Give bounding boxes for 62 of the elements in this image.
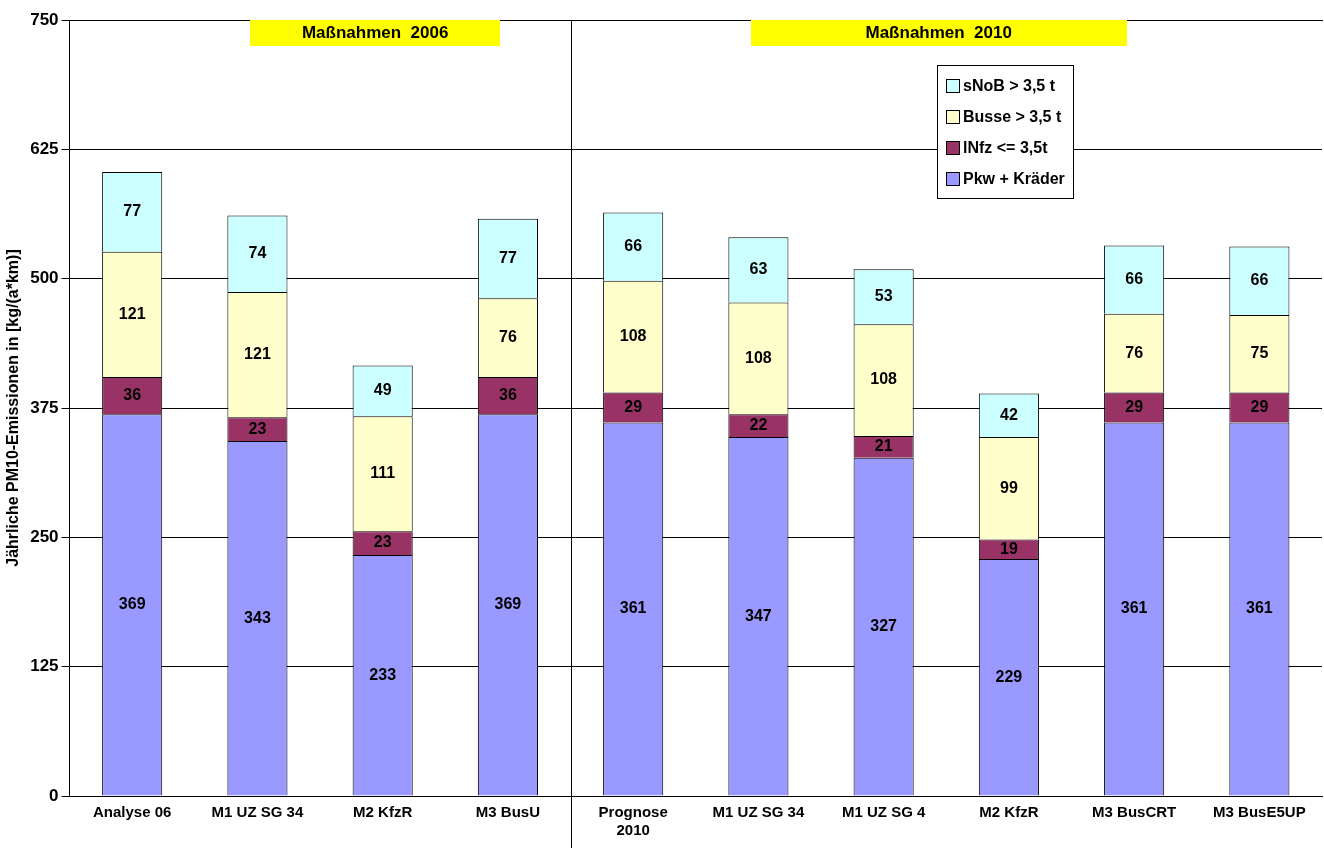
data-label: 66 (1125, 270, 1144, 288)
data-label: 361 (1120, 599, 1148, 617)
x-tick-label: M3 BusCRT (1092, 803, 1177, 821)
data-label: 369 (494, 595, 522, 613)
x-tick-label: M3 BusE5UP (1213, 803, 1306, 821)
y-tick-label: 125 (30, 656, 59, 676)
data-label: 21 (874, 437, 893, 455)
data-label: 77 (123, 202, 142, 220)
data-label: 121 (244, 345, 271, 363)
data-label: 63 (749, 260, 768, 278)
data-label: 36 (123, 385, 142, 403)
data-label: 343 (244, 608, 271, 626)
data-label: 77 (499, 248, 517, 266)
y-axis-title: Jährliche PM10-Emissionen in [kg/(a*km)] (4, 249, 22, 567)
data-label: 49 (373, 381, 392, 399)
y-tick-label: 375 (30, 397, 59, 417)
data-label: 53 (874, 287, 893, 305)
data-label: 29 (1250, 397, 1269, 415)
x-tick-label: M1 UZ SG 4 (841, 803, 926, 821)
legend-label: Pkw + Kräder (962, 168, 1065, 189)
x-tick-label: M1 UZ SG 34 (211, 803, 304, 821)
data-label: 42 (999, 405, 1018, 423)
legend-label: lNfz <= 3,5t (962, 137, 1049, 158)
data-label: 327 (870, 616, 898, 634)
data-label: 108 (745, 348, 772, 366)
data-label: 111 (370, 464, 396, 482)
x-tick-label: M2 KfzR (353, 803, 413, 821)
data-label: 29 (624, 397, 643, 415)
y-tick-label: 750 (30, 9, 59, 29)
data-label: 361 (1246, 599, 1273, 617)
data-label: 22 (749, 416, 768, 433)
data-label: 369 (118, 595, 146, 613)
y-tick-label: 0 (49, 785, 59, 805)
data-label: 347 (745, 606, 772, 624)
data-label: 19 (999, 539, 1018, 557)
data-label: 233 (369, 665, 397, 683)
data-label: 121 (118, 304, 146, 322)
data-label: 76 (499, 328, 517, 346)
legend-label: Busse > 3,5 t (962, 106, 1063, 127)
data-label: 29 (1125, 397, 1144, 415)
x-tick-label: M1 UZ SG 34 (712, 803, 805, 821)
data-label: 76 (1125, 343, 1144, 361)
data-label: 23 (248, 419, 267, 437)
y-tick-label: 625 (30, 139, 59, 159)
data-label: 361 (619, 599, 647, 617)
data-label: 108 (870, 370, 898, 388)
x-tick-label: M3 BusU (475, 803, 541, 821)
y-tick-label: 500 (30, 268, 59, 288)
y-tick-label: 250 (30, 527, 59, 547)
x-tick-label: Analyse 06 (92, 803, 172, 821)
data-label: 66 (624, 237, 643, 254)
legend-label: sNoB > 3,5 t (962, 75, 1057, 96)
data-label: 99 (999, 478, 1018, 496)
data-label: 74 (248, 244, 267, 262)
data-label: 108 (619, 327, 647, 345)
data-label: 229 (995, 667, 1023, 685)
data-label: 75 (1250, 344, 1269, 362)
x-tick-label: M2 KfzR (979, 803, 1039, 821)
x-tick-label: Prognose 2010 (598, 803, 668, 839)
data-label: 66 (1250, 271, 1269, 289)
data-label: 36 (499, 385, 517, 403)
data-label: 23 (373, 533, 392, 551)
